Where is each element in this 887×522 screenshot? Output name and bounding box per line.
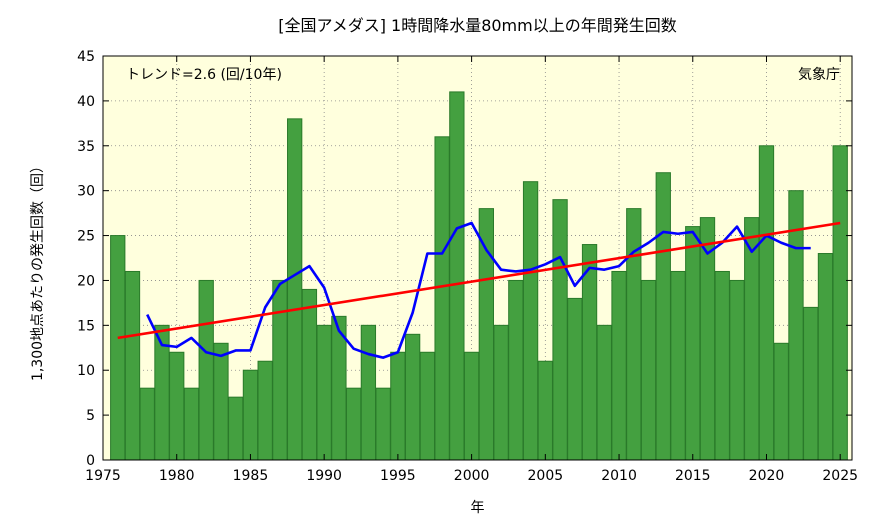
x-tick-label: 2015 <box>675 468 711 484</box>
y-tick-label: 0 <box>86 453 95 469</box>
bar <box>242 369 259 461</box>
bar <box>360 324 377 461</box>
bar <box>183 387 200 461</box>
bar <box>213 342 229 461</box>
bar <box>508 279 524 461</box>
bar <box>257 360 273 461</box>
y-tick-label: 15 <box>77 318 95 334</box>
bar <box>110 235 126 461</box>
x-tick-label: 2010 <box>601 468 637 484</box>
bar <box>419 351 436 461</box>
bar <box>272 279 288 461</box>
line-series <box>117 221 841 359</box>
bar <box>596 324 612 461</box>
y-tick-label: 30 <box>77 184 95 200</box>
bar <box>758 145 775 461</box>
bar <box>124 270 141 461</box>
x-axis-label: 年 <box>470 500 485 516</box>
bar <box>522 181 539 461</box>
y-axis-label: 1,300地点あたりの発生回数（回） <box>30 158 46 382</box>
x-tick-label: 2020 <box>749 468 785 484</box>
y-tick-label: 35 <box>77 139 95 155</box>
bar <box>832 145 848 461</box>
bar <box>493 324 509 461</box>
trend-annotation: トレンド=2.6 (回/10年) <box>126 67 282 83</box>
bar <box>390 351 406 461</box>
x-tick-label: 1990 <box>306 468 342 484</box>
bar <box>139 387 155 461</box>
bar <box>567 297 583 461</box>
bar <box>714 270 730 461</box>
bar <box>434 136 450 461</box>
moving-average-line <box>146 221 811 359</box>
bar <box>345 387 362 461</box>
bar <box>404 333 421 461</box>
bar <box>773 342 789 461</box>
bar <box>552 199 568 461</box>
x-tick-label: 1995 <box>380 468 416 484</box>
y-tick-label: 20 <box>77 273 95 289</box>
chart-title: [全国アメダス] 1時間降水量80mm以上の年間発生回数 <box>278 16 677 35</box>
bar <box>655 172 671 461</box>
bar <box>744 217 760 461</box>
bar <box>685 226 701 461</box>
y-tick-label: 25 <box>77 229 95 245</box>
bar <box>611 270 627 461</box>
bar <box>316 324 332 461</box>
bar <box>287 118 303 461</box>
bar <box>169 351 185 461</box>
bar <box>729 279 745 461</box>
bar <box>449 91 465 461</box>
bar <box>537 360 553 461</box>
bar <box>463 351 480 461</box>
bar <box>803 306 819 461</box>
x-tick-label: 1975 <box>85 468 121 484</box>
bar <box>817 253 834 461</box>
bar <box>670 270 686 461</box>
plot-frame <box>102 55 853 461</box>
bar <box>478 208 494 461</box>
x-tick-label: 2005 <box>528 468 564 484</box>
bar-series <box>110 91 848 461</box>
bar <box>581 244 598 461</box>
bar <box>626 208 642 461</box>
x-tick-label: 1985 <box>233 468 269 484</box>
x-tick-label: 2025 <box>822 468 858 484</box>
y-tick-label: 5 <box>86 408 95 424</box>
y-tick-label: 40 <box>77 94 95 110</box>
bar <box>301 288 318 461</box>
bar <box>640 279 657 461</box>
bar <box>198 279 214 461</box>
bar <box>228 396 244 461</box>
source-label: 気象庁 <box>798 67 840 83</box>
x-tick-label: 2000 <box>454 468 490 484</box>
x-tick-label: 1980 <box>159 468 195 484</box>
y-tick-label: 45 <box>77 49 95 65</box>
trend-line <box>117 221 841 340</box>
bar <box>375 387 391 461</box>
y-tick-label: 10 <box>77 363 95 379</box>
